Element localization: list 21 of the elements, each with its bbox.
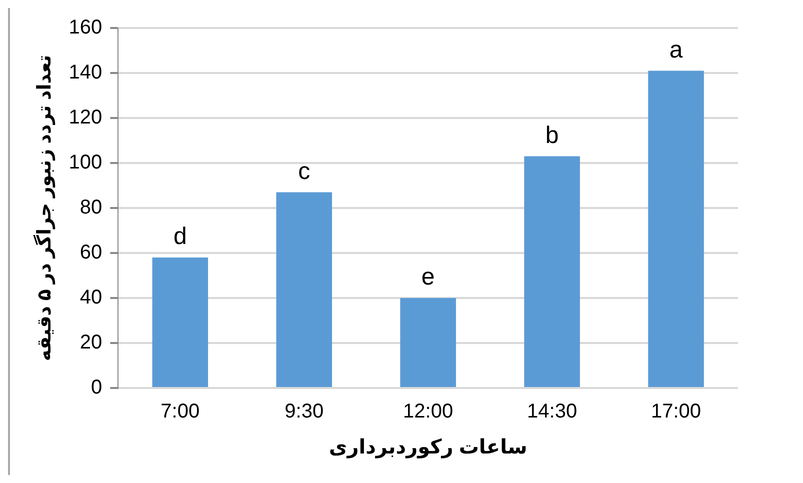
y-tick-label: 60 (80, 242, 102, 264)
y-tick-label: 20 (80, 332, 102, 354)
x-tick-label: 9:30 (284, 400, 324, 423)
annotation: d (173, 223, 187, 250)
y-tick-label: 160 (68, 16, 102, 39)
y-axis-title: تعداد تردد زنبور جراگر در ۵ دقیقه (32, 54, 56, 362)
annotation: b (545, 122, 559, 149)
annotation: c (298, 158, 310, 185)
annotation: a (669, 36, 684, 64)
annotation: e (421, 264, 435, 291)
x-tick-label: 7:00 (160, 400, 200, 423)
y-tick-label: 40 (80, 286, 102, 309)
y-tick-label: 80 (80, 196, 102, 219)
y-tick-label: 100 (68, 152, 102, 174)
y-tick-label: 120 (68, 106, 102, 129)
x-tick-label: 12:00 (403, 400, 454, 423)
y-tick-label: 0 (91, 376, 102, 399)
y-tick-label: 140 (68, 62, 102, 84)
x-tick-label: 17:00 (650, 400, 702, 423)
x-axis-title: ساعات رکوردبرداری (328, 436, 528, 459)
x-tick-label: 14:30 (527, 400, 578, 423)
